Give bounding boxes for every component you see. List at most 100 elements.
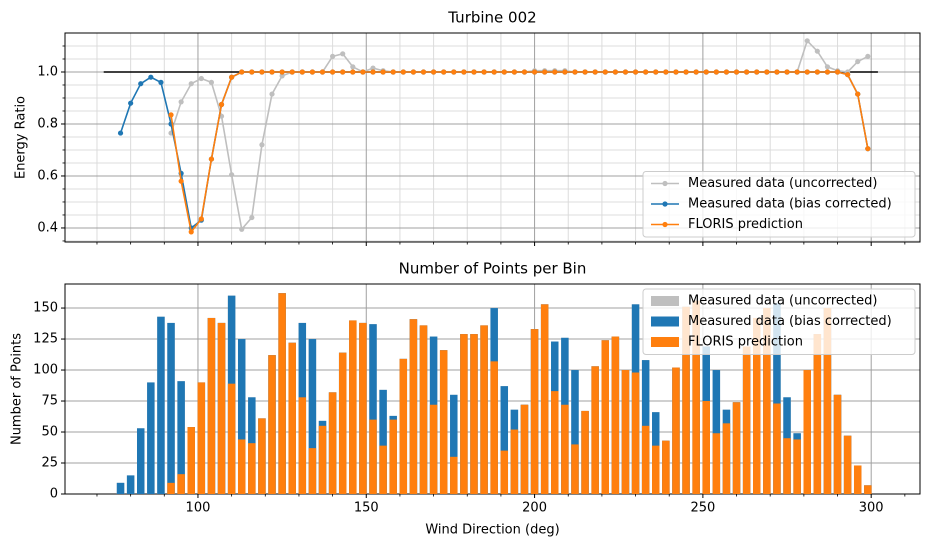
marker <box>552 69 558 75</box>
bar <box>338 352 347 494</box>
bar <box>429 404 438 494</box>
marker <box>562 69 568 75</box>
marker <box>430 69 437 75</box>
bar <box>652 445 660 494</box>
bar <box>773 403 781 494</box>
bar <box>530 329 539 494</box>
marker <box>855 58 861 65</box>
marker <box>834 69 841 75</box>
marker <box>602 69 608 75</box>
marker <box>794 69 800 75</box>
plot-area <box>103 38 878 235</box>
bar <box>419 325 428 494</box>
marker <box>330 69 336 75</box>
bar <box>753 317 761 494</box>
marker <box>249 69 255 75</box>
marker <box>229 74 235 80</box>
legend-swatch <box>651 337 679 347</box>
bar <box>177 381 185 494</box>
legend-label: Measured data (bias corrected) <box>688 314 892 329</box>
marker <box>713 69 719 75</box>
bar <box>258 418 266 494</box>
marker <box>804 38 810 44</box>
bar <box>490 361 498 494</box>
marker <box>511 69 517 75</box>
marker <box>814 69 820 75</box>
marker <box>390 69 396 75</box>
bar <box>369 324 377 494</box>
y-axis-label: Number of Points <box>10 333 25 445</box>
marker <box>148 74 154 80</box>
marker <box>239 69 245 75</box>
bar <box>480 325 488 494</box>
y-tick-label: 0 <box>50 487 58 502</box>
marker <box>804 69 810 75</box>
bar <box>662 440 670 494</box>
y-tick-label: 1.0 <box>37 64 58 79</box>
legend-marker <box>662 201 668 207</box>
bar <box>500 450 509 494</box>
marker <box>138 81 144 87</box>
marker <box>865 146 871 152</box>
plot-area <box>116 293 872 494</box>
bar <box>783 438 791 494</box>
bar <box>268 355 276 494</box>
bar <box>672 367 680 494</box>
marker <box>198 75 204 82</box>
marker <box>117 130 124 136</box>
bar <box>116 482 125 494</box>
bar <box>298 397 307 494</box>
y-tick-label: 0.4 <box>37 220 58 235</box>
bar <box>561 404 569 494</box>
bar <box>450 456 458 494</box>
y-axis-label: Energy Ratio <box>14 96 29 179</box>
marker <box>845 71 851 78</box>
bar <box>793 439 801 494</box>
marker <box>259 142 265 148</box>
marker <box>259 69 265 75</box>
marker <box>269 69 275 75</box>
bar <box>157 316 165 494</box>
marker <box>350 64 356 70</box>
x-tick-label: 250 <box>690 501 715 516</box>
bar <box>399 358 408 494</box>
marker <box>188 81 194 87</box>
marker <box>198 216 204 222</box>
bar <box>278 293 286 494</box>
bar <box>803 370 811 494</box>
marker <box>481 69 487 75</box>
bar <box>722 423 731 494</box>
bar <box>712 433 721 494</box>
marker <box>622 69 629 75</box>
legend-box <box>642 288 916 355</box>
x-tick-label: 300 <box>859 501 884 516</box>
bar <box>147 382 155 494</box>
bar <box>551 391 559 494</box>
marker <box>441 69 447 75</box>
marker <box>471 69 477 75</box>
marker <box>330 53 336 59</box>
bar <box>611 336 620 494</box>
bar <box>460 334 468 494</box>
marker <box>299 69 305 75</box>
bar <box>631 372 640 494</box>
chart-title: Turbine 002 <box>447 9 536 27</box>
marker <box>683 69 689 75</box>
bar <box>389 419 397 494</box>
bar <box>520 404 529 494</box>
bar <box>217 322 226 494</box>
marker <box>451 69 457 75</box>
marker <box>370 69 376 75</box>
bar <box>450 394 458 494</box>
marker <box>855 91 861 97</box>
bar <box>379 445 387 494</box>
bar <box>409 319 418 494</box>
legend-marker <box>662 221 668 228</box>
marker <box>420 69 427 75</box>
marker <box>632 69 639 75</box>
marker <box>824 69 831 75</box>
marker <box>340 51 346 57</box>
bar <box>439 350 448 494</box>
legend: Measured data (uncorrected) Measured data… <box>642 288 916 355</box>
